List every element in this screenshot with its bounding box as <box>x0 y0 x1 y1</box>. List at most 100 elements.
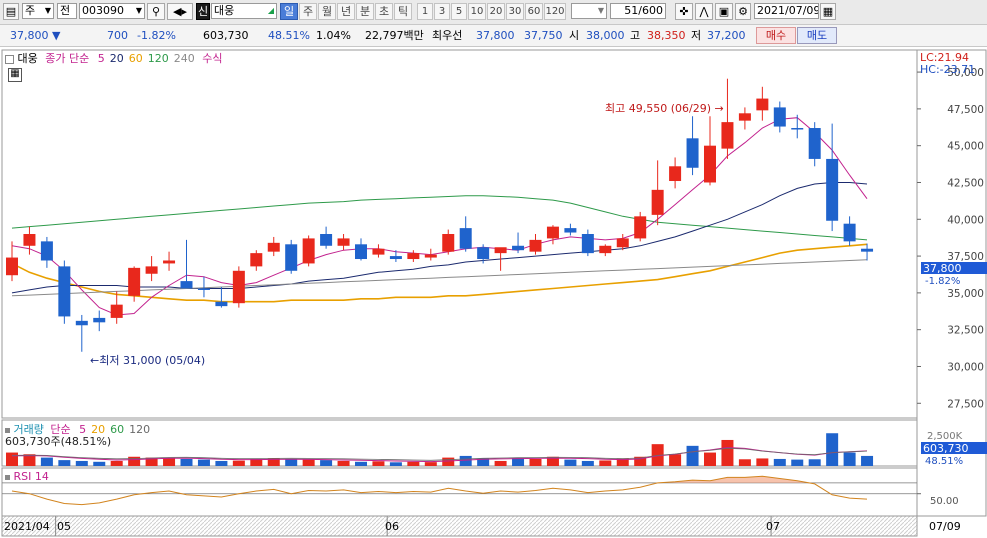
period-tab[interactable]: 초 <box>375 3 393 20</box>
candle-body <box>163 260 176 264</box>
bid-price: 37,750 <box>524 29 563 42</box>
y-tick-label: 47,500 <box>947 104 984 116</box>
x-axis-label: 2021/04 <box>4 520 50 533</box>
sell-button[interactable]: 매도 <box>797 27 837 44</box>
stock-code-input[interactable]: 003090 ▼ <box>79 3 145 19</box>
chart-type-icon[interactable]: ⋀ <box>695 3 713 20</box>
count-field[interactable]: 51/600 <box>610 3 666 19</box>
candle-body <box>581 234 594 254</box>
volume-current-label: 603,730주(48.51%) <box>5 435 112 448</box>
candle-body <box>651 189 664 215</box>
interval-tab[interactable]: 120 <box>544 3 566 20</box>
right-axis-frame <box>916 49 987 517</box>
volume-bar <box>110 460 123 466</box>
volume-bar <box>320 460 333 466</box>
candle-body <box>267 242 280 252</box>
volume-legend: 거래량 단순 5 20 60 120 <box>5 423 150 436</box>
panel-toggle-icon[interactable] <box>5 474 10 480</box>
x-axis-band <box>1 515 918 537</box>
candle-body <box>564 228 577 233</box>
volume-bar <box>355 461 367 466</box>
candle-body <box>424 254 437 258</box>
candle-body <box>686 138 699 168</box>
gear-icon[interactable]: ⚙ <box>735 3 751 20</box>
stock-chart[interactable]: 27,500 30,000 32,500 35,000 37,500 40,000 42,5… <box>0 46 987 538</box>
panel-toggle-icon[interactable] <box>5 427 10 433</box>
formula-label[interactable]: 수식 <box>202 52 223 65</box>
interval-tab[interactable]: 30 <box>506 3 524 20</box>
volume-bar <box>407 461 420 466</box>
volume-bar <box>721 439 734 466</box>
volume-bar <box>232 460 245 466</box>
stock-name-field[interactable]: 대웅 ◢ <box>211 3 277 19</box>
volume-bar <box>250 458 263 466</box>
candle-body <box>23 234 36 246</box>
period-tab[interactable]: 틱 <box>394 3 412 20</box>
ma20-line <box>11 182 868 294</box>
interval-tab[interactable]: 3 <box>434 3 450 20</box>
menu-icon[interactable]: ▤ <box>3 3 19 20</box>
period-tab[interactable]: 년 <box>337 3 355 20</box>
date-field[interactable]: 2021/07/09 <box>754 3 819 19</box>
volume-bar <box>145 457 158 466</box>
candle-body <box>599 245 612 254</box>
x-axis-label: 06 <box>385 520 399 533</box>
interval-tab[interactable]: 60 <box>525 3 543 20</box>
interval-tab[interactable]: 5 <box>451 3 467 20</box>
candle-body <box>337 238 350 246</box>
period-tab[interactable]: 월 <box>318 3 336 20</box>
current-price-tag: 37,800 <box>921 262 987 275</box>
candle-body <box>355 244 367 260</box>
period-tab[interactable]: 주 <box>299 3 317 20</box>
ask-price: 37,800 <box>476 29 515 42</box>
speaker-icon[interactable]: ◀▸ <box>167 3 193 20</box>
chevron-down-icon: ▼ <box>135 6 142 15</box>
interval-tab[interactable]: 20 <box>487 3 505 20</box>
volume-bar <box>197 459 210 466</box>
x-axis-label: 05 <box>57 520 71 533</box>
y-tick-label: 45,000 <box>947 141 984 153</box>
save-icon[interactable]: ▣ <box>715 3 733 20</box>
panel-toggle-icon[interactable] <box>5 54 14 64</box>
volume-ma-period-label: 5 <box>79 423 87 436</box>
volume-bar <box>546 456 559 466</box>
tool-icon[interactable]: ✜ <box>675 3 693 20</box>
period-tab[interactable]: 일 <box>280 3 298 20</box>
rsi-axis-label: 50.00 <box>930 496 959 507</box>
candle-body <box>58 266 71 317</box>
grid-toggle-icon[interactable]: ▦ <box>8 68 22 82</box>
corner-marker-icon: ◢ <box>267 6 274 15</box>
price-panel-frame <box>1 49 918 419</box>
volume-bars <box>6 433 874 466</box>
compare-mode-button[interactable]: 전 <box>57 3 77 19</box>
volume-bar <box>826 433 839 466</box>
volume-ma120-line <box>11 447 868 461</box>
bid-label: 최우선 <box>432 29 463 42</box>
period-tab[interactable]: 분 <box>356 3 374 20</box>
candle-body <box>250 253 263 267</box>
candle-body <box>75 320 88 326</box>
y-tick-label: 32,500 <box>947 325 984 337</box>
volume-bar <box>459 455 472 466</box>
current-price: 37,800 ▼ <box>10 29 61 42</box>
ma60-line <box>11 243 868 303</box>
market-select[interactable]: 주 ▼ <box>22 3 54 19</box>
x-axis-label: 07 <box>766 520 780 533</box>
candle-body <box>808 128 821 159</box>
volume-bar <box>215 460 228 466</box>
y-tick-label: 50,000 <box>947 67 984 79</box>
open-label: 시 <box>569 29 580 42</box>
unit-select[interactable]: ▼ <box>571 3 607 19</box>
search-icon[interactable]: ⚲ <box>147 3 165 20</box>
volume-bar <box>128 456 141 466</box>
open-price: 38,000 <box>586 29 625 42</box>
ma-period-legend: 5 20 60 120 240 <box>93 52 195 65</box>
volume-bar <box>808 459 821 466</box>
volume-ratio: 48.51% <box>268 29 310 42</box>
interval-tab[interactable]: 10 <box>468 3 486 20</box>
buy-button[interactable]: 매수 <box>756 27 796 44</box>
calendar-icon[interactable]: ▦ <box>820 3 836 20</box>
candle-body <box>110 304 123 318</box>
interval-tab[interactable]: 1 <box>417 3 433 20</box>
current-change-tag: -1.82% <box>925 276 961 287</box>
